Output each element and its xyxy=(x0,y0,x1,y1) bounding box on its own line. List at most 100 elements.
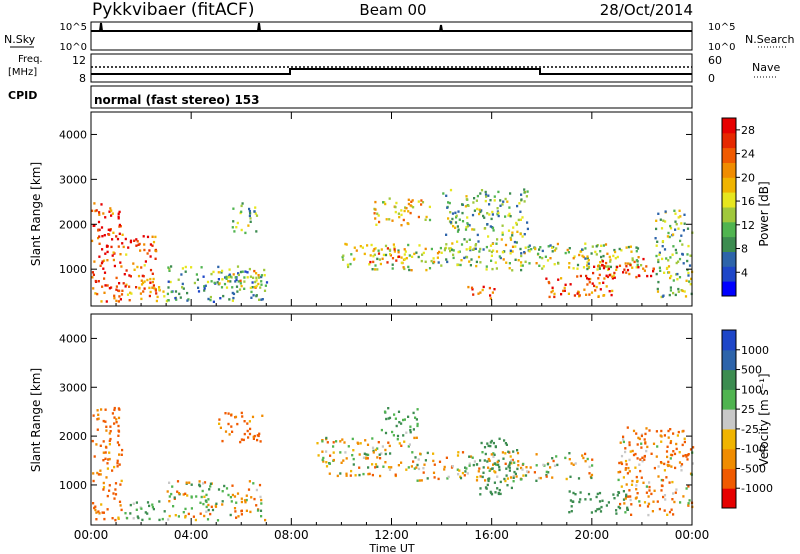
echo-cell xyxy=(656,287,659,291)
echo-cell xyxy=(595,285,598,289)
echo-cell xyxy=(687,502,690,505)
echo-cell xyxy=(344,451,347,454)
echo-cell xyxy=(190,483,193,486)
echo-cell xyxy=(413,436,416,440)
echo-cell xyxy=(635,266,638,269)
echo-cell xyxy=(351,454,354,457)
echo-cell xyxy=(489,294,492,297)
echo-cell xyxy=(366,443,370,446)
echo-cell xyxy=(508,206,511,209)
echo-cell xyxy=(486,212,489,215)
echo-cell xyxy=(469,455,473,458)
echo-cell xyxy=(445,456,448,459)
echo-cell xyxy=(538,264,541,267)
echo-cell xyxy=(586,277,589,280)
echo-cell xyxy=(644,432,647,436)
echo-cell xyxy=(590,473,594,477)
echo-cell xyxy=(101,248,104,251)
echo-cell xyxy=(117,516,120,519)
echo-cell xyxy=(386,247,389,250)
echo-cell xyxy=(168,514,171,518)
echo-cell xyxy=(667,265,671,268)
echo-cell xyxy=(472,201,475,204)
echo-cell xyxy=(98,235,101,238)
echo-cell xyxy=(471,213,475,217)
echo-cell xyxy=(94,279,97,283)
echo-cell xyxy=(142,281,145,285)
echo-cell xyxy=(468,464,471,467)
echo-cell xyxy=(479,210,482,214)
echo-cell xyxy=(631,266,634,269)
echo-cell xyxy=(369,254,372,257)
echo-cell xyxy=(254,206,257,209)
echo-cell xyxy=(146,501,150,504)
echo-cell xyxy=(627,466,630,470)
echo-cell xyxy=(594,289,597,292)
echo-cell xyxy=(648,481,651,484)
echo-cell xyxy=(456,263,459,267)
echo-cell xyxy=(328,462,331,465)
echo-cell xyxy=(502,200,505,203)
echo-cell xyxy=(106,259,109,262)
echo-cell xyxy=(225,487,229,490)
echo-cell xyxy=(158,288,161,291)
echo-cell xyxy=(104,457,107,460)
echo-cell xyxy=(589,498,592,501)
echo-cell xyxy=(117,424,120,428)
echo-cell xyxy=(151,280,154,284)
echo-cell xyxy=(510,486,513,490)
echo-cell xyxy=(395,201,398,205)
echo-cell xyxy=(489,441,492,444)
echo-cell xyxy=(129,512,132,515)
echo-cell xyxy=(496,460,499,464)
echo-cell xyxy=(420,259,423,263)
echo-cell xyxy=(655,430,658,433)
echo-cell xyxy=(641,460,644,463)
echo-cell xyxy=(436,256,439,259)
echo-cell xyxy=(422,467,425,470)
echo-cell xyxy=(578,500,581,504)
echo-cell xyxy=(618,247,621,251)
echo-cell xyxy=(471,456,474,459)
echo-cell xyxy=(96,292,99,296)
echo-cell xyxy=(661,240,665,243)
echo-cell xyxy=(231,299,234,302)
echo-cell xyxy=(669,428,672,431)
echo-cell xyxy=(556,242,559,246)
echo-cell xyxy=(611,289,614,293)
echo-cell xyxy=(448,247,451,250)
echo-cell xyxy=(167,299,170,302)
echo-cell xyxy=(461,203,464,206)
echo-cell xyxy=(674,212,677,215)
echo-cell xyxy=(247,488,251,491)
echo-cell xyxy=(142,275,145,278)
echo-cell xyxy=(244,231,247,235)
echo-cell xyxy=(102,481,105,485)
echo-cell xyxy=(186,299,189,302)
echo-cell xyxy=(126,517,129,520)
echo-cell xyxy=(258,432,261,435)
echo-cell xyxy=(169,280,172,284)
echo-cell xyxy=(403,258,407,261)
echo-cell xyxy=(528,250,531,253)
echo-cell xyxy=(672,245,675,248)
echo-cell xyxy=(108,484,111,487)
echo-cell xyxy=(374,268,377,271)
echo-cell xyxy=(631,449,634,453)
echo-cell xyxy=(387,417,390,420)
echo-cell xyxy=(574,493,577,496)
echo-cell xyxy=(660,440,663,443)
echo-cell xyxy=(445,194,448,197)
echo-cell xyxy=(219,297,222,300)
echo-cell xyxy=(501,251,504,254)
echo-cell xyxy=(593,284,596,288)
echo-cell xyxy=(596,508,599,511)
echo-cell xyxy=(158,518,161,522)
echo-cell xyxy=(259,440,262,443)
echo-cell xyxy=(672,513,675,516)
echo-cell xyxy=(458,218,461,221)
echo-cell xyxy=(377,249,380,252)
velocity-colorbar-label: Velocity [m s⁻¹] xyxy=(757,373,771,466)
echo-cell xyxy=(489,297,492,300)
echo-cell xyxy=(490,217,493,221)
